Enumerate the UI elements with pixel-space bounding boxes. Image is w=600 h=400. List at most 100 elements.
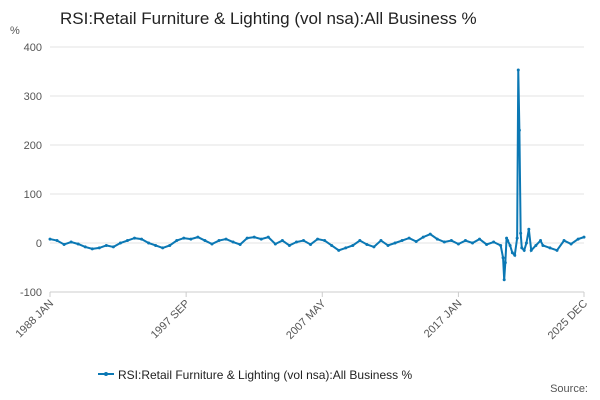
x-tick-label: 2017 JAN: [422, 298, 465, 341]
data-point: [510, 251, 514, 255]
data-point: [76, 242, 80, 246]
data-point: [421, 235, 425, 239]
data-point: [210, 242, 214, 246]
data-line: [49, 70, 585, 280]
data-point: [527, 227, 531, 231]
x-tick-label: 2025 DEC: [546, 298, 590, 342]
data-point: [541, 243, 545, 247]
data-point: [386, 243, 390, 247]
data-point: [562, 239, 566, 243]
data-point: [273, 242, 277, 246]
data-point: [501, 256, 505, 260]
data-point: [502, 278, 506, 282]
data-point: [259, 237, 263, 241]
data-point: [428, 232, 432, 236]
data-point: [515, 236, 519, 240]
data-point: [456, 242, 460, 246]
data-point: [323, 239, 327, 243]
data-point: [182, 236, 186, 240]
data-point: [407, 236, 411, 240]
data-point: [513, 253, 517, 257]
data-point: [442, 240, 446, 244]
data-point: [548, 246, 552, 250]
data-point: [133, 236, 137, 240]
y-tick-label: 300: [24, 91, 42, 103]
data-point: [516, 68, 520, 72]
data-point: [203, 239, 207, 243]
data-point: [344, 246, 348, 250]
y-tick-label: 200: [24, 140, 42, 152]
data-point: [175, 239, 179, 243]
data-point: [238, 242, 242, 246]
data-point: [189, 237, 193, 241]
data-point: [449, 239, 453, 243]
data-point: [576, 237, 580, 241]
data-point: [62, 242, 66, 246]
x-tick-label: 1988 JAN: [13, 298, 56, 341]
chart-title: RSI:Retail Furniture & Lighting (vol nsa…: [60, 9, 477, 28]
data-point: [555, 248, 559, 252]
data-point: [503, 261, 507, 265]
data-point: [287, 243, 291, 247]
data-point: [125, 239, 129, 243]
data-point: [140, 237, 144, 241]
data-point: [506, 239, 510, 243]
legend-label: RSI:Retail Furniture & Lighting (vol nsa…: [118, 368, 412, 382]
data-point: [168, 243, 172, 247]
data-point: [505, 236, 509, 240]
data-point: [519, 231, 523, 235]
x-tick-label: 1997 SEP: [149, 298, 193, 342]
data-point: [365, 242, 369, 246]
y-tick-label: 100: [24, 189, 42, 201]
y-tick-label: 0: [36, 238, 42, 250]
data-point: [48, 237, 52, 241]
data-point: [534, 243, 538, 247]
data-point: [529, 248, 533, 252]
data-point: [517, 128, 521, 132]
data-point: [111, 245, 115, 249]
data-point: [302, 239, 306, 243]
data-point: [393, 241, 397, 245]
data-point: [83, 245, 87, 249]
data-point: [280, 239, 284, 243]
data-point: [522, 248, 526, 252]
data-point: [224, 237, 228, 241]
data-point: [161, 246, 165, 250]
y-tick-label: -100: [20, 287, 42, 299]
data-point: [266, 235, 270, 239]
data-point: [55, 239, 59, 243]
data-point: [520, 246, 524, 250]
data-point: [154, 243, 158, 247]
x-tick-label: 2007 MAY: [284, 297, 329, 342]
legend-marker: [104, 372, 108, 376]
source: Source:: [550, 383, 588, 395]
data-point: [217, 239, 221, 243]
data-point: [316, 237, 320, 241]
data-point: [400, 239, 404, 243]
data-point: [485, 242, 489, 246]
data-point: [196, 235, 200, 239]
data-point: [252, 235, 256, 239]
data-point: [358, 239, 362, 243]
y-tick-label: 400: [24, 42, 42, 54]
data-point: [508, 243, 512, 247]
data-point: [435, 237, 439, 241]
data-point: [147, 241, 151, 245]
data-point: [379, 239, 383, 243]
data-point: [463, 239, 467, 243]
data-point: [499, 243, 503, 247]
data-point: [294, 240, 298, 244]
data-point: [330, 243, 334, 247]
data-point: [104, 243, 108, 247]
data-point: [90, 247, 94, 251]
data-point: [478, 237, 482, 241]
y-axis-label: %: [10, 25, 20, 37]
data-point: [372, 245, 376, 249]
data-point: [351, 243, 355, 247]
data-point: [414, 240, 418, 244]
data-point: [69, 240, 73, 244]
data-point: [492, 240, 496, 244]
data-point: [569, 242, 573, 246]
data-point: [118, 241, 122, 245]
